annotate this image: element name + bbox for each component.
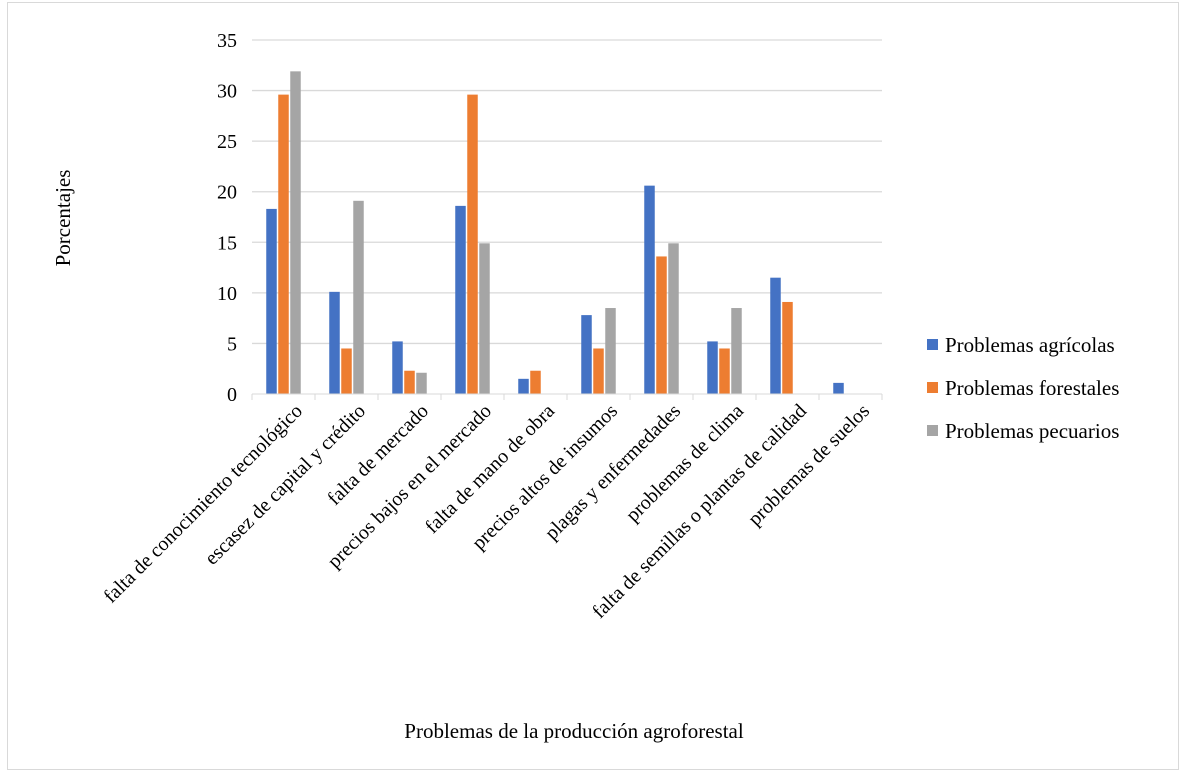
x-tick-marks — [251, 394, 883, 400]
y-tick-label: 5 — [227, 333, 237, 355]
bar — [731, 308, 742, 394]
bar — [392, 341, 403, 394]
bar — [479, 243, 490, 394]
legend-label: Problemas pecuarios — [945, 419, 1119, 443]
bar — [656, 256, 667, 394]
y-tick-label: 10 — [217, 283, 237, 305]
y-tick-label: 0 — [227, 384, 237, 406]
y-tick-label: 15 — [217, 232, 237, 254]
bar — [467, 94, 478, 395]
bar — [518, 378, 529, 394]
bar — [833, 382, 844, 394]
x-tick-label: problemas de suelos — [744, 400, 874, 530]
y-tick-label: 20 — [217, 182, 237, 204]
x-axis-title: Problemas de la producción agroforestal — [404, 719, 744, 743]
bar — [404, 370, 415, 394]
legend-label: Problemas forestales — [945, 376, 1119, 400]
bar — [770, 277, 781, 394]
x-tick-label: problemas de clima — [622, 400, 748, 526]
bar — [605, 308, 616, 394]
x-tick-labels: falta de conocimiento tecnológicoescasez… — [99, 400, 874, 623]
y-tick-labels: 0 5 10 15 20 25 30 35 — [217, 30, 237, 406]
bar — [290, 71, 301, 395]
bars — [266, 71, 844, 395]
chart-frame — [7, 2, 1179, 770]
bar — [593, 348, 604, 394]
bar — [266, 208, 277, 394]
bar — [278, 94, 289, 395]
y-tick-label: 25 — [217, 131, 237, 153]
legend-label: Problemas agrícolas — [945, 333, 1115, 357]
bar — [341, 348, 352, 394]
bar — [782, 301, 793, 394]
bar — [719, 348, 730, 394]
y-tick-label: 35 — [217, 30, 237, 52]
legend-swatch — [927, 339, 938, 350]
y-axis-title: Porcentajes — [51, 170, 75, 267]
bar — [644, 185, 655, 394]
bar — [668, 243, 679, 394]
legend-swatch — [927, 425, 938, 436]
bar — [455, 205, 466, 394]
bar — [581, 315, 592, 394]
gridlines — [252, 39, 882, 345]
bar — [329, 291, 340, 394]
legend: Problemas agrícolas Problemas forestales P… — [927, 333, 1119, 443]
bar — [416, 372, 427, 394]
legend-swatch — [927, 382, 938, 393]
bar — [530, 370, 541, 394]
bar — [707, 341, 718, 394]
bar — [353, 200, 364, 394]
y-tick-label: 30 — [217, 81, 237, 103]
